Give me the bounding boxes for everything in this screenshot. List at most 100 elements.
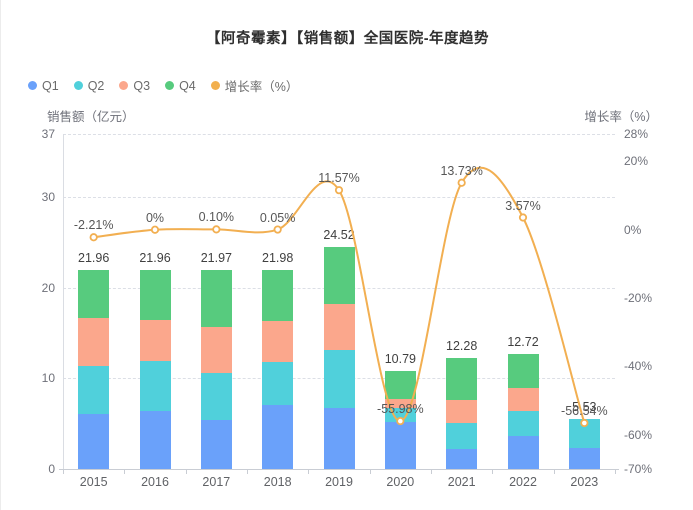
bar-segment-q4-2016[interactable] [139, 270, 171, 320]
bar-total-label: 21.96 [139, 251, 171, 266]
growth-rate-label: 11.57% [318, 171, 360, 186]
bar-segment-q3-2017[interactable] [200, 327, 232, 373]
growth-point-2019[interactable] [334, 186, 344, 195]
right-axis-tick-label: -40% [624, 359, 653, 374]
bar-total-label: 12.72 [507, 334, 539, 349]
x-axis-category-label: 2016 [141, 475, 169, 489]
left-axis-title: 销售额（亿元） [47, 110, 135, 124]
right-axis-title: 增长率（%） [584, 110, 658, 124]
growth-rate-label: 0.10% [198, 210, 235, 225]
bar-total-label: 21.96 [78, 251, 110, 266]
chart-title: 【阿奇霉素】【销售额】全国医院-年度趋势 [205, 31, 490, 47]
left-axis-tick-label: 10 [41, 371, 55, 386]
legend-item-q2[interactable]: Q2 [73, 78, 105, 93]
growth-point-2016[interactable] [150, 225, 160, 234]
bar-segment-q2-2017[interactable] [200, 372, 232, 420]
bar-segment-q1-2015[interactable] [78, 414, 110, 469]
x-axis-category-label: 2021 [447, 475, 476, 489]
x-axis-tick [185, 469, 187, 474]
x-axis-category-label: 2020 [386, 475, 415, 489]
bar-segment-q1-2023[interactable] [568, 448, 600, 469]
right-axis-tick-label: 28% [624, 127, 649, 141]
bar-segment-q4-2022[interactable] [507, 353, 539, 388]
legend-item-growth-rate[interactable]: 增长率（%） [210, 76, 298, 95]
legend-item-q1[interactable]: Q1 [28, 79, 59, 93]
growth-rate-label: 0% [145, 210, 165, 225]
bar-segment-q4-2020[interactable] [384, 371, 416, 400]
bar-segment-q2-2016[interactable] [139, 360, 171, 411]
legend-dot-icon [73, 81, 83, 90]
right-axis-tick-label: -70% [624, 462, 653, 476]
bar-segment-q1-2017[interactable] [200, 420, 232, 469]
bar-segment-q1-2021[interactable] [446, 449, 478, 469]
growth-rate-label: -2.21% [73, 218, 114, 233]
x-axis-tick [369, 469, 371, 474]
x-axis-tick [431, 469, 432, 474]
bar-segment-q3-2019[interactable] [323, 304, 355, 350]
legend-dot-icon [119, 81, 129, 90]
bar-segment-q1-2022[interactable] [507, 435, 539, 469]
growth-rate-label: 0.05% [259, 210, 296, 225]
growth-rate-label: -56.54% [561, 403, 608, 418]
right-axis-tick-label: -20% [624, 291, 653, 306]
x-axis-category-label: 2022 [509, 475, 537, 489]
bar-segment-q1-2019[interactable] [323, 407, 355, 469]
bar-segment-q3-2018[interactable] [262, 320, 294, 363]
bar-segment-q3-2021[interactable] [446, 400, 478, 423]
left-axis-tick-label: 30 [41, 190, 55, 205]
x-axis-category-label: 2017 [202, 475, 231, 489]
legend-item-label: Q2 [87, 78, 105, 93]
bar-segment-q3-2022[interactable] [507, 387, 539, 411]
bar-segment-q4-2021[interactable] [446, 357, 478, 401]
bar-segment-q3-2016[interactable] [139, 319, 171, 361]
bar-segment-q4-2015[interactable] [78, 270, 110, 319]
growth-rate-label: -55.98% [377, 402, 424, 417]
right-axis-tick-label: 20% [624, 154, 649, 169]
legend-dot-icon [165, 81, 175, 90]
bar-total-label: 12.28 [446, 338, 478, 353]
legend-item-q4[interactable]: Q4 [165, 79, 196, 93]
legend-item-label: Q1 [42, 78, 59, 93]
bar-segment-q2-2015[interactable] [78, 365, 110, 415]
x-axis-tick [124, 469, 126, 474]
x-axis-category-label: 2018 [263, 475, 292, 489]
x-axis-tick [553, 469, 555, 474]
bar-segment-q2-2019[interactable] [323, 349, 355, 408]
left-axis-tick-label: 20 [41, 280, 55, 295]
legend-dot-icon [210, 81, 220, 90]
bar-segment-q1-2018[interactable] [262, 404, 294, 469]
x-axis-tick [492, 469, 494, 474]
right-axis-tick-label: -60% [624, 427, 653, 442]
growth-point-2017[interactable] [212, 225, 221, 234]
legend: Q1 Q2 Q3 Q4 增长率（%） [28, 76, 298, 95]
growth-point-2021[interactable] [457, 178, 466, 187]
growth-point-2018[interactable] [273, 225, 282, 234]
bar-segment-q4-2018[interactable] [262, 269, 294, 321]
bar-segment-q1-2020[interactable] [384, 421, 416, 469]
x-axis-tick [247, 469, 248, 474]
x-axis-tick [308, 469, 310, 474]
legend-item-label: Q4 [179, 78, 196, 93]
bar-total-label: 10.79 [384, 352, 416, 367]
bar-segment-q2-2022[interactable] [507, 410, 539, 436]
legend-dot-icon [28, 81, 37, 90]
bar-segment-q2-2021[interactable] [446, 422, 478, 450]
legend-item-q3[interactable]: Q3 [119, 79, 150, 93]
bar-segment-q3-2015[interactable] [78, 318, 110, 366]
bar-segment-q4-2017[interactable] [200, 270, 232, 328]
growth-point-2023[interactable] [580, 418, 589, 428]
bar-segment-q1-2016[interactable] [139, 410, 171, 469]
growth-point-2015[interactable] [89, 233, 98, 242]
x-axis-category-label: 2015 [79, 475, 108, 489]
x-axis-tick [63, 469, 64, 474]
bar-total-label: 21.98 [262, 250, 294, 265]
left-axis-tick-label: 37 [41, 127, 55, 141]
bar-segment-q4-2019[interactable] [323, 246, 355, 305]
bar-segment-q2-2018[interactable] [262, 362, 294, 405]
left-axis-line [63, 134, 64, 469]
growth-point-2022[interactable] [518, 213, 528, 222]
growth-point-2020[interactable] [396, 416, 405, 426]
bar-total-label: 21.97 [200, 251, 232, 266]
x-axis-category-label: 2019 [325, 475, 353, 489]
